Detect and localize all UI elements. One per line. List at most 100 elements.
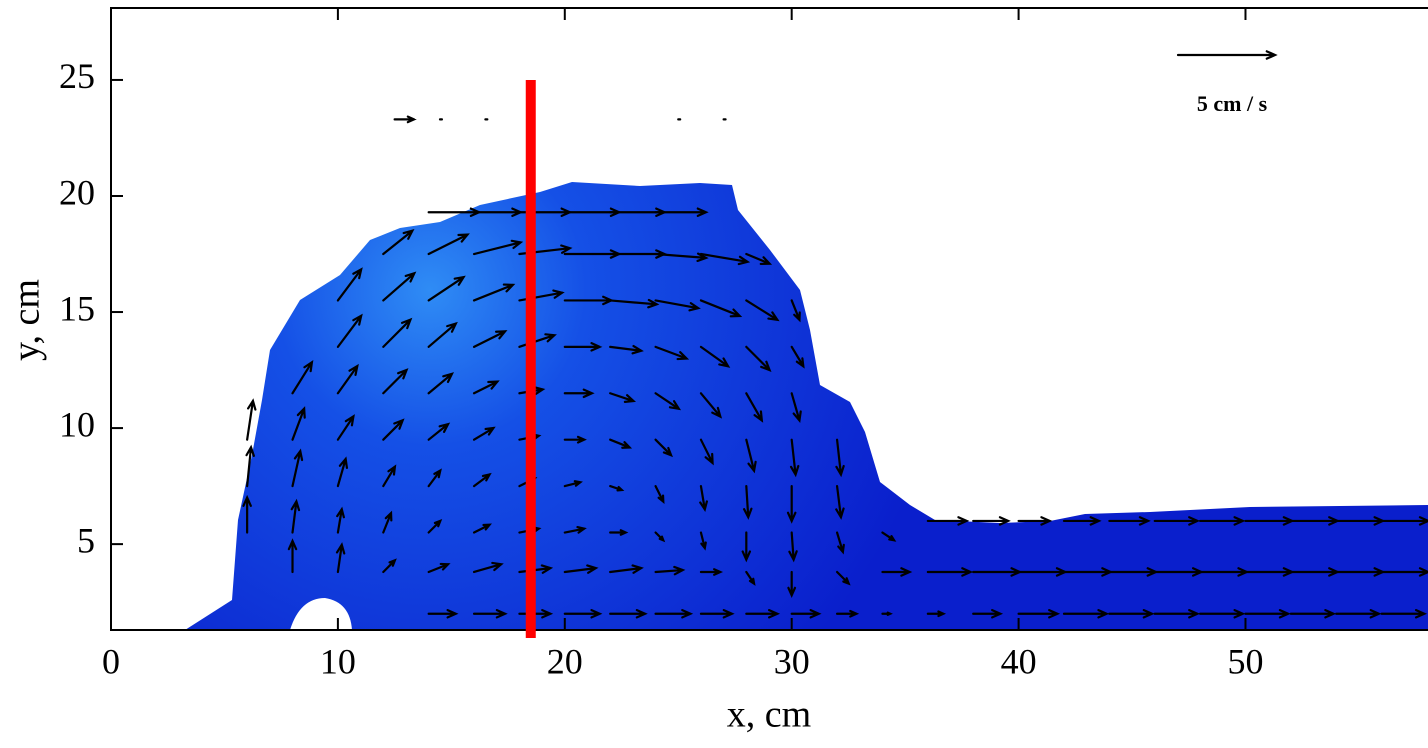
velocity-arrow	[1380, 516, 1428, 526]
velocity-arrow	[654, 207, 709, 218]
x-tick-label: 40	[1001, 641, 1037, 681]
velocity-arrow	[835, 531, 845, 555]
velocity-arrow	[1335, 608, 1382, 619]
quiver-layer	[242, 115, 1428, 619]
velocity-arrow	[1289, 608, 1337, 619]
velocity-arrow	[1108, 516, 1151, 526]
velocity-arrow	[427, 468, 442, 488]
velocity-arrow	[699, 345, 731, 368]
velocity-arrow	[1017, 516, 1053, 526]
velocity-arrow	[654, 438, 673, 458]
velocity-arrow	[786, 485, 797, 524]
velocity-arrow	[654, 392, 682, 411]
velocity-arrow	[427, 275, 466, 302]
velocity-arrow	[790, 392, 802, 424]
velocity-arrow	[427, 233, 470, 256]
velocity-arrow	[745, 438, 757, 474]
velocity-arrow	[382, 510, 393, 534]
velocity-arrow	[291, 448, 304, 488]
velocity-arrow	[699, 392, 723, 419]
velocity-arrow	[427, 518, 443, 534]
velocity-arrow	[972, 608, 1004, 619]
velocity-arrow	[472, 239, 524, 256]
velocity-arrow	[699, 252, 751, 266]
velocity-arrow	[1062, 516, 1102, 526]
velocity-arrow	[741, 531, 752, 563]
velocity-arrow	[382, 368, 409, 395]
reference-vector	[1176, 50, 1278, 60]
velocity-arrow	[393, 115, 417, 124]
x-tick-label: 0	[102, 641, 120, 681]
velocity-arrow	[246, 398, 257, 441]
velocity-arrow	[563, 342, 603, 352]
y-tick-label: 25	[59, 56, 95, 96]
velocity-arrow	[382, 229, 415, 256]
velocity-arrow	[609, 298, 660, 309]
velocity-arrow	[742, 485, 753, 520]
velocity-arrow	[835, 570, 851, 586]
velocity-arrow	[427, 372, 455, 395]
velocity-arrow	[699, 438, 714, 466]
y-axis-label: y, cm	[6, 279, 48, 361]
velocity-arrow	[1380, 608, 1427, 619]
axes-box	[110, 7, 1428, 631]
velocity-arrow	[972, 516, 1011, 526]
velocity-arrow	[699, 299, 743, 318]
flow-gap	[290, 598, 352, 630]
velocity-arrow	[1153, 516, 1201, 526]
x-axis-label: x, cm	[727, 694, 811, 736]
velocity-arrow	[336, 456, 349, 488]
velocity-arrow	[609, 392, 637, 403]
velocity-arrow	[518, 333, 557, 348]
velocity-arrow	[563, 526, 587, 534]
velocity-arrow	[472, 523, 492, 534]
velocity-arrow	[336, 267, 363, 302]
velocity-arrow	[291, 359, 314, 395]
velocity-arrow	[291, 406, 306, 441]
velocity-arrow	[336, 506, 345, 534]
velocity-arrow	[609, 438, 633, 449]
velocity-arrow	[1244, 608, 1291, 619]
velocity-arrow	[1380, 567, 1428, 577]
velocity-arrow	[699, 568, 724, 576]
velocity-arrow	[472, 561, 504, 574]
velocity-arrow	[699, 485, 708, 513]
velocity-arrow	[427, 422, 451, 441]
velocity-arrow	[242, 494, 252, 534]
velocity-arrow	[926, 567, 974, 577]
velocity-arrow	[699, 608, 735, 619]
velocity-arrow	[472, 426, 496, 441]
velocity-arrow	[881, 531, 897, 542]
velocity-arrow	[699, 531, 707, 551]
velocity-arrow	[427, 207, 482, 218]
velocity-arrow	[336, 414, 355, 441]
velocity-arrow	[287, 538, 298, 574]
velocity-arrow	[472, 608, 508, 619]
velocity-arrow	[790, 299, 801, 323]
x-tick-label: 10	[320, 641, 356, 681]
velocity-arrow	[427, 321, 458, 348]
y-tick-label: 20	[59, 172, 95, 212]
velocity-arrow	[1108, 608, 1155, 619]
velocity-arrow	[745, 608, 781, 619]
velocity-arrow	[835, 438, 845, 478]
velocity-arrow	[609, 564, 644, 574]
velocity-arrow	[881, 567, 913, 577]
velocity-arrow	[789, 438, 800, 478]
velocity-arrow	[472, 330, 508, 348]
velocity-arrow	[290, 498, 301, 534]
velocity-arrow	[335, 542, 346, 574]
velocity-arrow	[654, 485, 665, 505]
velocity-arrow	[926, 610, 947, 618]
velocity-arrow	[336, 313, 363, 348]
velocity-arrow	[745, 570, 756, 586]
velocity-arrow	[745, 252, 773, 266]
velocity-arrow	[745, 299, 780, 322]
velocity-arrow	[654, 299, 701, 312]
velocity-arrow	[787, 570, 797, 598]
velocity-arrow	[563, 388, 595, 399]
velocity-arrow	[427, 562, 451, 574]
velocity-arrow	[790, 608, 822, 619]
velocity-arrow	[472, 283, 516, 302]
